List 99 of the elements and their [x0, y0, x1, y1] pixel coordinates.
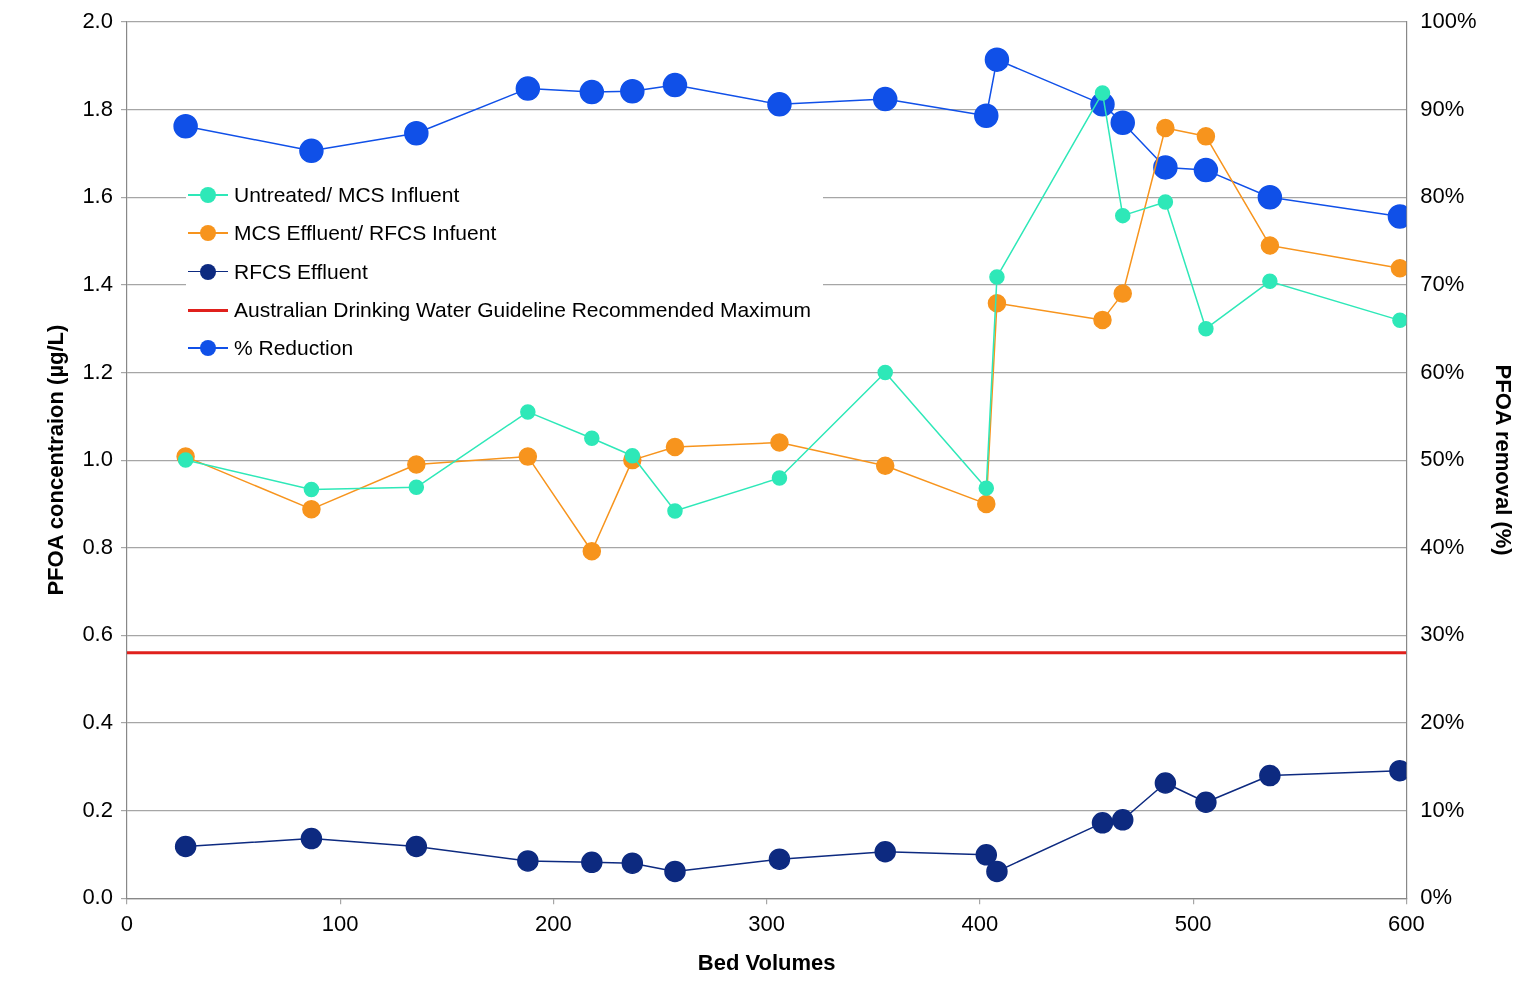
y2-tick-label: 80% [1420, 183, 1465, 209]
point [1260, 236, 1280, 255]
point [515, 76, 541, 101]
point [984, 47, 1010, 72]
point [404, 121, 429, 146]
point [974, 103, 999, 128]
point [518, 447, 538, 466]
point [584, 430, 600, 446]
x-axis-title: Bed Volumes [697, 949, 836, 975]
point [767, 92, 792, 117]
point [768, 848, 791, 870]
point [1195, 791, 1217, 814]
point [1093, 310, 1112, 330]
point [667, 503, 683, 519]
point [1198, 320, 1214, 337]
y-tick-label: 0.6 [82, 621, 113, 647]
point [1392, 312, 1407, 329]
y-tick-label: 1.4 [82, 270, 113, 296]
legend-label: Untreated/ MCS Influent [234, 183, 460, 208]
point [1153, 155, 1178, 180]
point [581, 851, 603, 874]
point [1196, 127, 1216, 146]
point [405, 835, 428, 858]
point [300, 827, 323, 850]
y-tick-label: 0.0 [82, 884, 113, 910]
x-tick-label: 300 [748, 911, 786, 937]
y2-tick-label: 10% [1420, 796, 1465, 822]
y-tick-label: 2.0 [82, 8, 113, 34]
x-tick-label: 200 [535, 911, 572, 937]
x-tick-label: 600 [1387, 911, 1425, 937]
point [1157, 194, 1174, 210]
point [173, 114, 198, 139]
y-axis-title: PFOA concentraion (µg/L) [43, 324, 69, 596]
x-tick-label: 100 [321, 911, 359, 937]
legend-label: Australian Drinking Water Guideline Recommended Maximum [234, 298, 811, 323]
point [408, 479, 425, 496]
point [1257, 184, 1283, 210]
y2-tick-label: 20% [1420, 709, 1465, 735]
point [1154, 772, 1177, 794]
point [664, 860, 686, 883]
point [174, 835, 197, 858]
y2-tick-label: 100% [1420, 8, 1477, 34]
point [1114, 207, 1131, 224]
point [977, 494, 996, 514]
point [875, 456, 895, 476]
point [582, 541, 602, 561]
point [1091, 812, 1114, 834]
point [1094, 85, 1111, 101]
y2-tick-label: 90% [1420, 95, 1465, 121]
y-tick-label: 1.6 [82, 183, 113, 209]
point [299, 138, 324, 164]
point [1259, 764, 1281, 787]
y2-tick-label: 30% [1420, 621, 1465, 647]
y2-tick-label: 70% [1420, 270, 1465, 296]
y-tick-label: 1.0 [82, 446, 113, 472]
point [874, 841, 896, 863]
point [620, 78, 645, 104]
point [177, 452, 194, 468]
point [624, 447, 641, 464]
point [665, 437, 685, 457]
point [978, 480, 995, 496]
point [975, 844, 998, 866]
point [1111, 809, 1134, 831]
point [517, 850, 539, 872]
point [770, 433, 789, 452]
y2-tick-label: 40% [1420, 533, 1465, 559]
y-tick-label: 1.2 [82, 358, 113, 384]
x-tick-label: 500 [1174, 911, 1212, 937]
point [1390, 258, 1407, 278]
point [1113, 284, 1132, 303]
point [989, 269, 1005, 285]
point [872, 86, 898, 112]
y-tick-label: 1.8 [82, 95, 113, 121]
point [579, 79, 605, 105]
point [520, 404, 536, 420]
point [407, 455, 426, 474]
point [1110, 110, 1135, 136]
y2-axis-title: PFOA removal (%) [1490, 364, 1516, 556]
point [877, 364, 893, 381]
y-tick-label: 0.2 [82, 796, 113, 822]
point [621, 852, 644, 874]
y2-tick-label: 0% [1420, 884, 1453, 910]
point [1193, 157, 1219, 183]
point [986, 860, 1008, 883]
point [771, 470, 788, 486]
point [302, 499, 321, 519]
legend-label: MCS Effluent/ RFCS Infuent [234, 221, 497, 246]
legend-label: RFCS Effluent [234, 259, 368, 284]
x-tick-label: 0 [120, 911, 134, 937]
y-tick-label: 0.4 [82, 709, 113, 735]
point [1262, 273, 1278, 290]
legend-label: % Reduction [234, 336, 354, 361]
x-tick-label: 400 [961, 911, 999, 937]
point [303, 481, 320, 498]
point [662, 72, 688, 98]
point [1156, 118, 1175, 138]
y2-tick-label: 60% [1420, 358, 1465, 384]
y-tick-label: 0.8 [82, 533, 113, 559]
y2-tick-label: 50% [1420, 446, 1465, 472]
